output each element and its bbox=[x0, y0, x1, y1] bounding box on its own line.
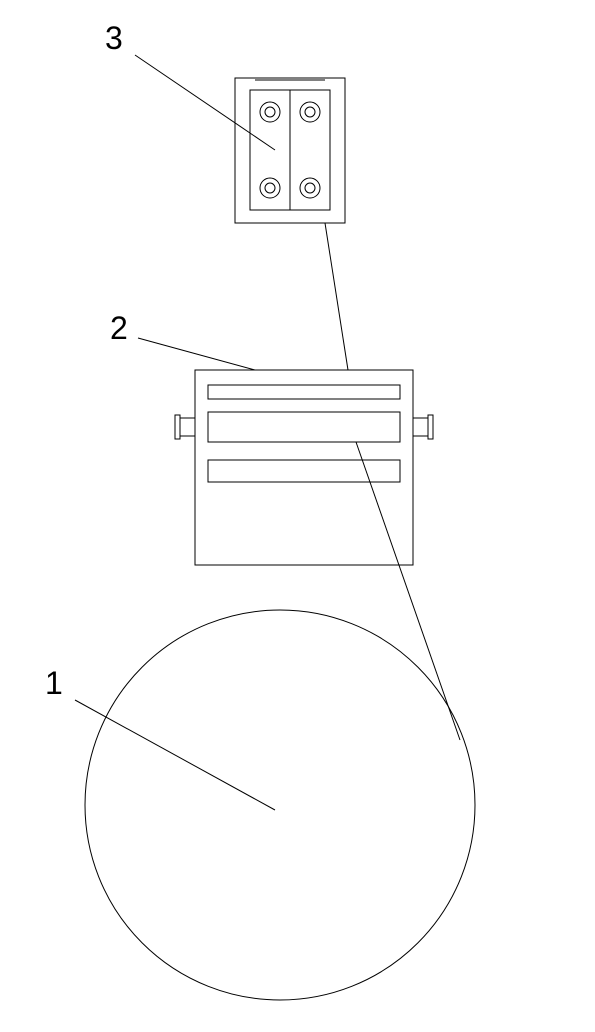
component-1 bbox=[85, 610, 475, 1000]
label-3: 3 bbox=[105, 20, 123, 57]
leader-line-2 bbox=[138, 338, 255, 370]
label-1: 1 bbox=[45, 665, 63, 702]
leader-line-1 bbox=[75, 700, 275, 810]
connection-2-to-1 bbox=[356, 442, 460, 740]
component-3 bbox=[235, 78, 345, 223]
leader-line-3 bbox=[135, 55, 275, 150]
connection-3-to-2 bbox=[325, 223, 348, 370]
label-2: 2 bbox=[110, 310, 128, 347]
technical-diagram: 3 2 1 bbox=[0, 0, 595, 1027]
diagram-svg bbox=[0, 0, 595, 1027]
component-2 bbox=[175, 370, 433, 565]
